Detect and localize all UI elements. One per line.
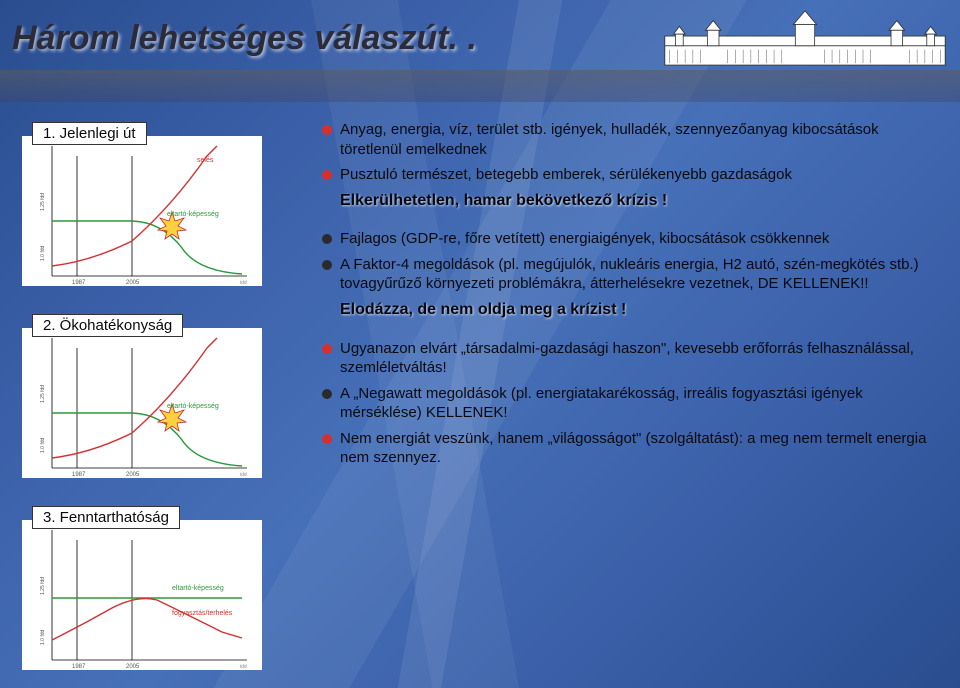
chart-block-2: 2. Ökohatékonyság eltartó-képesség 1987 … [22,316,292,478]
bullet-dot [322,344,332,354]
chart3-x2: 2005 [126,664,140,670]
bullet-text: Pusztuló természet, betegebb emberek, sé… [340,165,942,185]
chart-block-3: 3. Fenntarthatóság eltartó-képesség fogy… [22,508,292,670]
chart-label-3: 3. Fenntarthatóság [32,506,180,529]
chart3-green-label: eltartó-képesség [172,585,224,592]
bullet-text: Fajlagos (GDP-re, főre vetített) energia… [340,229,942,249]
bullet: Fajlagos (GDP-re, főre vetített) energia… [322,229,942,249]
bullet: Ugyanazon elvárt „társadalmi-gazdasági h… [322,339,942,378]
bullet-group-1: Anyag, energia, víz, terület stb. igénye… [322,120,942,211]
chart1-x1: 1987 [72,280,86,286]
header-divider [0,70,960,102]
chart-block-1: 1. Jelenlegi út selés eltartó-képesség 1… [22,124,292,286]
slide-header: Három lehetséges válaszút. . [0,0,960,76]
bullet-dot [322,389,332,399]
chart2-green-label: eltartó-képesség [167,403,219,410]
chart1-idd: idd [240,280,247,286]
chart1-y0: 1.0 fdd [40,245,46,261]
emphasis-text: Elodázza, de nem oldja meg a krízist ! [340,300,942,321]
chart3-y2: 1.25 fdd [40,577,46,595]
chart3-y0: 1.0 fdd [40,629,46,645]
chart1-y2: 1.25 fdd [40,193,46,211]
bullet-dot [322,234,332,244]
chart-1: selés eltartó-képesség 1987 2005 1.0 fdd… [22,136,262,286]
chart2-idd: idd [240,472,247,478]
bullet-text: Anyag, energia, víz, terület stb. igénye… [340,120,942,159]
chart2-x2: 2005 [126,472,140,478]
bullet-text: A „Negawatt megoldások (pl. energiatakar… [340,384,942,423]
bullet-group-3: Ugyanazon elvárt „társadalmi-gazdasági h… [322,339,942,468]
bullet: Anyag, energia, víz, terület stb. igénye… [322,120,942,159]
bullet-text: Nem energiát veszünk, hanem „világosságo… [340,429,942,468]
chart3-red-label: fogyasztás/terhelés [172,610,233,617]
chart3-x1: 1987 [72,664,86,670]
bullet: A Faktor-4 megoldások (pl. megújulók, nu… [322,255,942,294]
chart2-x1: 1987 [72,472,86,478]
bullet-dot [322,170,332,180]
slide-content: 1. Jelenlegi út selés eltartó-képesség 1… [0,108,960,688]
bullet-text: A Faktor-4 megoldások (pl. megújulók, nu… [340,255,942,294]
bullet-text: Ugyanazon elvárt „társadalmi-gazdasági h… [340,339,942,378]
right-column: Anyag, energia, víz, terület stb. igénye… [292,120,942,676]
bullet-group-2: Fajlagos (GDP-re, főre vetített) energia… [322,229,942,320]
chart-3: eltartó-képesség fogyasztás/terhelés 198… [22,520,262,670]
left-column: 1. Jelenlegi út selés eltartó-képesség 1… [22,120,292,676]
bullet-dot [322,260,332,270]
chart-label-1: 1. Jelenlegi út [32,122,147,145]
bullet-dot [322,434,332,444]
chart3-idd: idd [240,664,247,670]
bullet-dot [322,125,332,135]
bullet: Pusztuló természet, betegebb emberek, sé… [322,165,942,185]
bullet: Nem energiát veszünk, hanem „világosságo… [322,429,942,468]
bullet: A „Negawatt megoldások (pl. energiatakar… [322,384,942,423]
chart2-y2: 1.25 fdd [40,385,46,403]
chart1-green-label: eltartó-képesség [167,211,219,218]
parliament-icon [650,0,960,76]
chart1-red-label: selés [197,157,214,164]
chart1-x2: 2005 [126,280,140,286]
chart2-y0: 1.0 fdd [40,437,46,453]
emphasis-text: Elkerülhetetlen, hamar bekövetkező krízi… [340,191,942,212]
slide-title: Három lehetséges válaszút. . [12,19,477,58]
chart-2: eltartó-képesség 1987 2005 1.0 fdd 1.25 … [22,328,262,478]
chart-label-2: 2. Ökohatékonyság [32,314,183,337]
